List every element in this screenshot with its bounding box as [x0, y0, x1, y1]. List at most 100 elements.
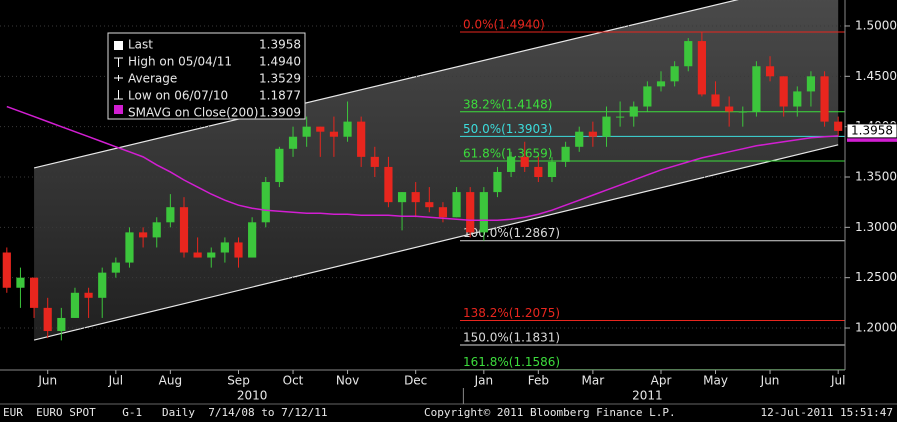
last-tag-label: 1.3958	[851, 123, 893, 137]
x-tick-label: Mar	[582, 374, 605, 388]
candle-body	[302, 126, 311, 137]
candle-body	[411, 192, 420, 203]
candle-body	[820, 76, 829, 122]
candle-body	[70, 292, 80, 318]
candle-body	[29, 277, 39, 308]
y-tick-label: 1.2000	[855, 321, 897, 335]
candle-body	[765, 66, 775, 77]
candle-body	[643, 86, 652, 107]
x-tick-label: Jan	[474, 374, 494, 388]
legend-label: Last	[128, 38, 153, 52]
candle-body	[711, 94, 720, 107]
candle-body	[193, 252, 202, 258]
candle-body	[507, 156, 516, 172]
x-tick-label: Jun	[37, 374, 57, 388]
candle-body	[57, 317, 66, 332]
candle-body	[98, 272, 107, 298]
x-tick-label: Dec	[404, 374, 427, 388]
legend-value: 1.3909	[259, 106, 301, 120]
candle-body	[275, 148, 284, 183]
candle-body	[684, 41, 693, 67]
candle-body	[452, 192, 461, 218]
legend-label: Average	[128, 72, 177, 86]
x-tick-label: May	[703, 374, 728, 388]
candle-body	[84, 292, 93, 298]
candle-body	[139, 232, 148, 238]
candle-body	[834, 121, 843, 131]
legend-label: SMAVG on Close(200)	[128, 106, 258, 120]
x-tick-label: Oct	[283, 374, 304, 388]
legend	[107, 32, 306, 120]
legend-icon	[114, 90, 123, 100]
fib-label: 138.2%(1.2075)	[463, 306, 560, 320]
candle-body	[697, 41, 706, 95]
candle-body	[656, 81, 666, 87]
candle-body	[179, 207, 189, 253]
candle-body	[752, 66, 761, 112]
candle-body	[725, 106, 734, 112]
candle-body	[329, 131, 338, 137]
candle-body	[561, 146, 570, 162]
footer-center: Copyright© 2011 Bloomberg Finance L.P.	[424, 406, 676, 419]
candle-body	[520, 156, 529, 167]
candle-body	[207, 252, 216, 258]
legend-label: Low on 06/07/10	[128, 89, 228, 103]
y-tick-label: 1.4500	[855, 69, 897, 83]
fib-label: 0.0%(1.4940)	[463, 18, 545, 32]
candle-body	[152, 222, 161, 238]
legend-icon	[114, 105, 123, 114]
x-tick-label: Jun	[760, 374, 780, 388]
legend-value: 1.3529	[259, 72, 301, 86]
candle-body	[166, 207, 175, 223]
fib-label: 61.8%(1.3659)	[463, 146, 552, 160]
candle-body	[738, 111, 747, 113]
candle-body	[793, 91, 802, 107]
x-tick-label: Feb	[528, 374, 549, 388]
candle-body	[670, 66, 679, 82]
x-tick-label: Aug	[159, 374, 182, 388]
candle-body	[438, 207, 448, 218]
candle-body	[384, 166, 393, 203]
x-tick-label: Jul	[108, 374, 123, 388]
x-tick-label: Sep	[227, 374, 250, 388]
last-tag	[846, 123, 897, 139]
candle-body	[2, 252, 11, 288]
legend-label: High on 05/04/11	[128, 55, 232, 69]
candle-body	[16, 277, 25, 288]
fib-label: 100.0%(1.2867)	[463, 226, 560, 240]
candle-body	[125, 232, 134, 263]
candle-body	[425, 202, 434, 208]
legend-icon	[114, 75, 123, 81]
y-tick-label: 1.3500	[855, 169, 897, 183]
candle-body	[397, 192, 407, 203]
candle-body	[534, 166, 543, 177]
candle-body	[220, 242, 229, 253]
y-tick-label: 1.3000	[855, 220, 897, 234]
year-label: 2010	[237, 389, 268, 403]
year-label: 2011	[632, 389, 663, 403]
x-tick-label: Nov	[336, 374, 359, 388]
legend-box	[107, 32, 306, 120]
channel-line	[33, 0, 739, 169]
candle-body	[479, 192, 488, 233]
footer-right: 12-Jul-2011 15:51:47	[761, 406, 893, 419]
y-tick-label: 1.2500	[855, 270, 897, 284]
y-tick-label: 1.5000	[855, 18, 897, 32]
fib-label: 50.0%(1.3903)	[463, 122, 552, 136]
x-tick-label: Apr	[651, 374, 672, 388]
candle-body	[370, 156, 379, 167]
candle-body	[466, 192, 475, 233]
plot: 0.0%(1.4940) 38.2%(1.4148) 50.0%(1.3903) 61…	[0, 0, 845, 371]
candle-body	[316, 126, 325, 132]
fib-label: 38.2%(1.4148)	[463, 97, 552, 111]
candle-body	[602, 116, 611, 137]
candle-body	[343, 121, 352, 137]
fib-label: 150.0%(1.1831)	[463, 331, 560, 345]
candle-body	[111, 262, 120, 273]
candle-body	[357, 121, 366, 157]
legend-value: 1.4940	[259, 55, 301, 69]
candle-body	[588, 131, 597, 137]
legend-value: 1.1877	[259, 89, 301, 103]
